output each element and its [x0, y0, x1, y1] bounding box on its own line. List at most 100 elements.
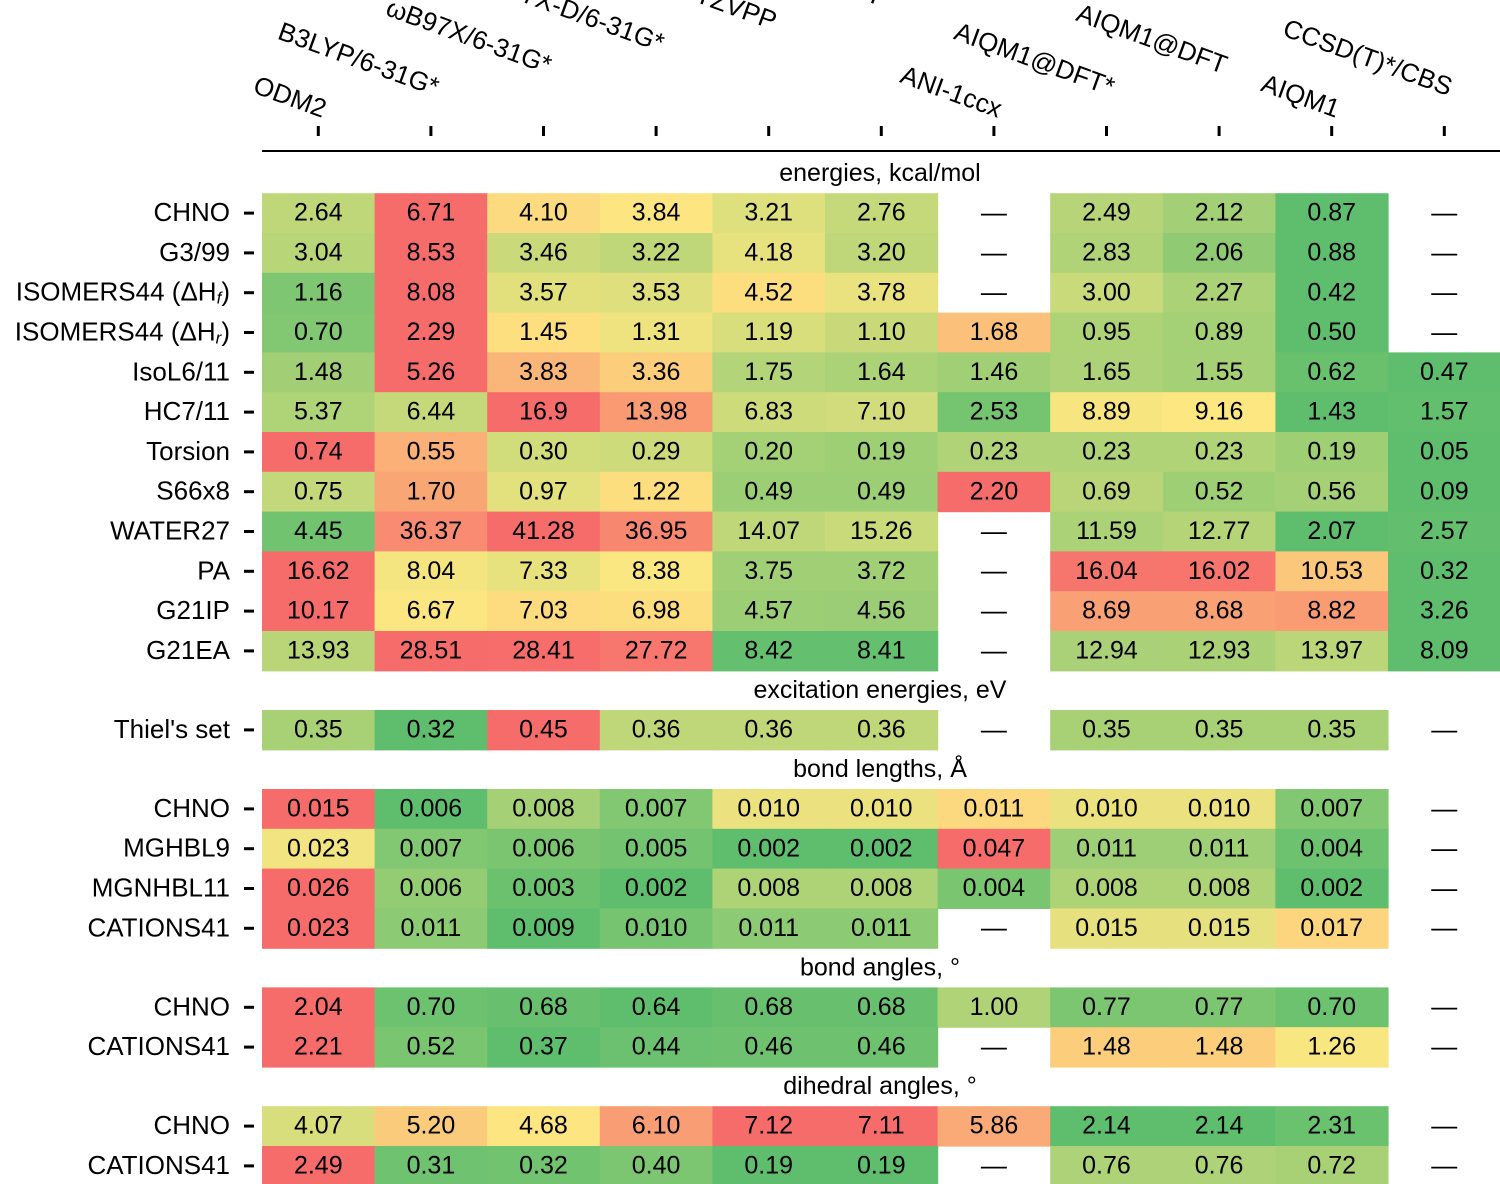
- cell-value: 0.32: [1420, 557, 1469, 585]
- cell-value: 3.57: [519, 278, 568, 306]
- heatmap-cell: [262, 193, 376, 234]
- heatmap-cell: [599, 1027, 713, 1068]
- cell-value: 0.09: [1420, 477, 1469, 505]
- cell-value: 0.77: [1195, 993, 1244, 1021]
- heatmap-cell: [262, 591, 376, 632]
- missing-cell: —: [1431, 912, 1457, 942]
- cell-value: 2.29: [407, 318, 456, 346]
- cell-value: 0.46: [857, 1033, 906, 1061]
- heatmap-cell: [374, 471, 488, 513]
- heatmap-cell: [1162, 868, 1276, 909]
- heatmap-cell: [1050, 1146, 1164, 1184]
- cell-value: 0.006: [400, 795, 463, 823]
- heatmap-cell: [1388, 631, 1500, 672]
- cell-value: 28.51: [400, 637, 463, 665]
- heatmap-cell: [1275, 352, 1389, 393]
- cell-value: 0.19: [857, 1152, 906, 1180]
- heatmap-cell: [262, 868, 376, 909]
- heatmap-cell: [1050, 193, 1164, 234]
- row-label: PA: [197, 555, 230, 585]
- cell-value: 0.44: [632, 1033, 681, 1061]
- section-title-energies-kcal-mol: energies, kcal/mol: [779, 159, 980, 187]
- heatmap-cell: [712, 868, 826, 909]
- cell-value: 0.62: [1307, 358, 1356, 386]
- cell-value: 13.97: [1300, 637, 1363, 665]
- heatmap-cell: [1275, 392, 1389, 433]
- heatmap-cell: [825, 1027, 939, 1068]
- section-title-bond-angles: bond angles, °: [800, 953, 960, 981]
- heatmap-cell: [487, 511, 601, 552]
- heatmap-cell: [487, 392, 601, 433]
- cell-value: 8.08: [407, 278, 456, 306]
- cell-value: 2.21: [294, 1033, 343, 1061]
- row-label: HC7/11: [144, 396, 230, 426]
- heatmap-cell: [712, 789, 826, 830]
- cell-value: 0.36: [632, 716, 681, 744]
- row-label: CHNO: [153, 1110, 230, 1140]
- heatmap-cell: [1050, 392, 1164, 433]
- cell-value: 1.26: [1307, 1033, 1356, 1061]
- row-label: G21EA: [146, 635, 230, 665]
- heatmap-cell: [487, 868, 601, 909]
- heatmap-cell: [487, 631, 601, 672]
- cell-value: 0.45: [519, 716, 568, 744]
- heatmap-cell: [1275, 1027, 1389, 1068]
- heatmap-cell: [712, 352, 826, 393]
- cell-value: 0.72: [1307, 1152, 1356, 1180]
- heatmap-cell: [825, 312, 939, 353]
- heatmap-cell: [1050, 1027, 1164, 1068]
- missing-cell: —: [1431, 714, 1457, 744]
- column-header-odm2: ODM2: [250, 70, 331, 124]
- cell-value: 0.64: [632, 993, 681, 1021]
- cell-value: 7.12: [744, 1112, 793, 1140]
- row-label: S66x8: [156, 476, 230, 506]
- cell-value: 8.41: [857, 637, 906, 665]
- cell-value: 0.005: [625, 834, 688, 862]
- section-title-dihedral-angles: dihedral angles, °: [783, 1072, 976, 1100]
- cell-value: 0.35: [1082, 716, 1131, 744]
- heatmap-cell: [374, 1106, 488, 1147]
- heatmap-cell: [487, 987, 601, 1028]
- cell-value: 0.19: [1307, 438, 1356, 466]
- cell-value: 0.87: [1307, 199, 1356, 227]
- cell-value: 2.12: [1195, 199, 1244, 227]
- heatmap-cell: [487, 1106, 601, 1147]
- cell-value: 0.30: [519, 438, 568, 466]
- heatmap-cell: [1275, 631, 1389, 672]
- heatmap-cell: [262, 551, 376, 592]
- cell-value: 0.46: [744, 1033, 793, 1061]
- cell-value: 0.010: [1075, 795, 1138, 823]
- heatmap-cell: [825, 511, 939, 552]
- heatmap-cell: [1162, 631, 1276, 672]
- cell-value: 3.83: [519, 358, 568, 386]
- heatmap-cell: [937, 868, 1051, 909]
- cell-value: 4.57: [744, 597, 793, 625]
- heatmap-cell: [599, 710, 713, 751]
- heatmap-cell: [1162, 432, 1276, 473]
- heatmap-cell: [712, 631, 826, 672]
- cell-value: 1.75: [744, 358, 793, 386]
- heatmap-cell: [1275, 272, 1389, 314]
- heatmap-cell: [1050, 312, 1164, 353]
- cell-value: 41.28: [512, 517, 575, 545]
- heatmap-cell: [712, 551, 826, 592]
- heatmap-cell: [1275, 789, 1389, 830]
- cell-value: 1.57: [1420, 398, 1469, 426]
- cell-value: 1.43: [1307, 398, 1356, 426]
- heatmap-cell: [825, 1146, 939, 1184]
- missing-cell: —: [981, 277, 1007, 307]
- heatmap-cell: [1050, 233, 1164, 274]
- heatmap-cell: [712, 193, 826, 234]
- cell-value: 2.76: [857, 199, 906, 227]
- heatmap-cell: [1275, 591, 1389, 632]
- heatmap-cell: [599, 432, 713, 473]
- heatmap-cell: [262, 511, 376, 552]
- row-label: MGNHBL11: [92, 872, 230, 902]
- missing-cell: —: [981, 714, 1007, 744]
- heatmap-cell: [937, 432, 1051, 473]
- heatmap-cell: [1050, 1106, 1164, 1147]
- cell-value: 1.55: [1195, 358, 1244, 386]
- heatmap-cell: [487, 1146, 601, 1184]
- heatmap-cell: [1162, 1146, 1276, 1184]
